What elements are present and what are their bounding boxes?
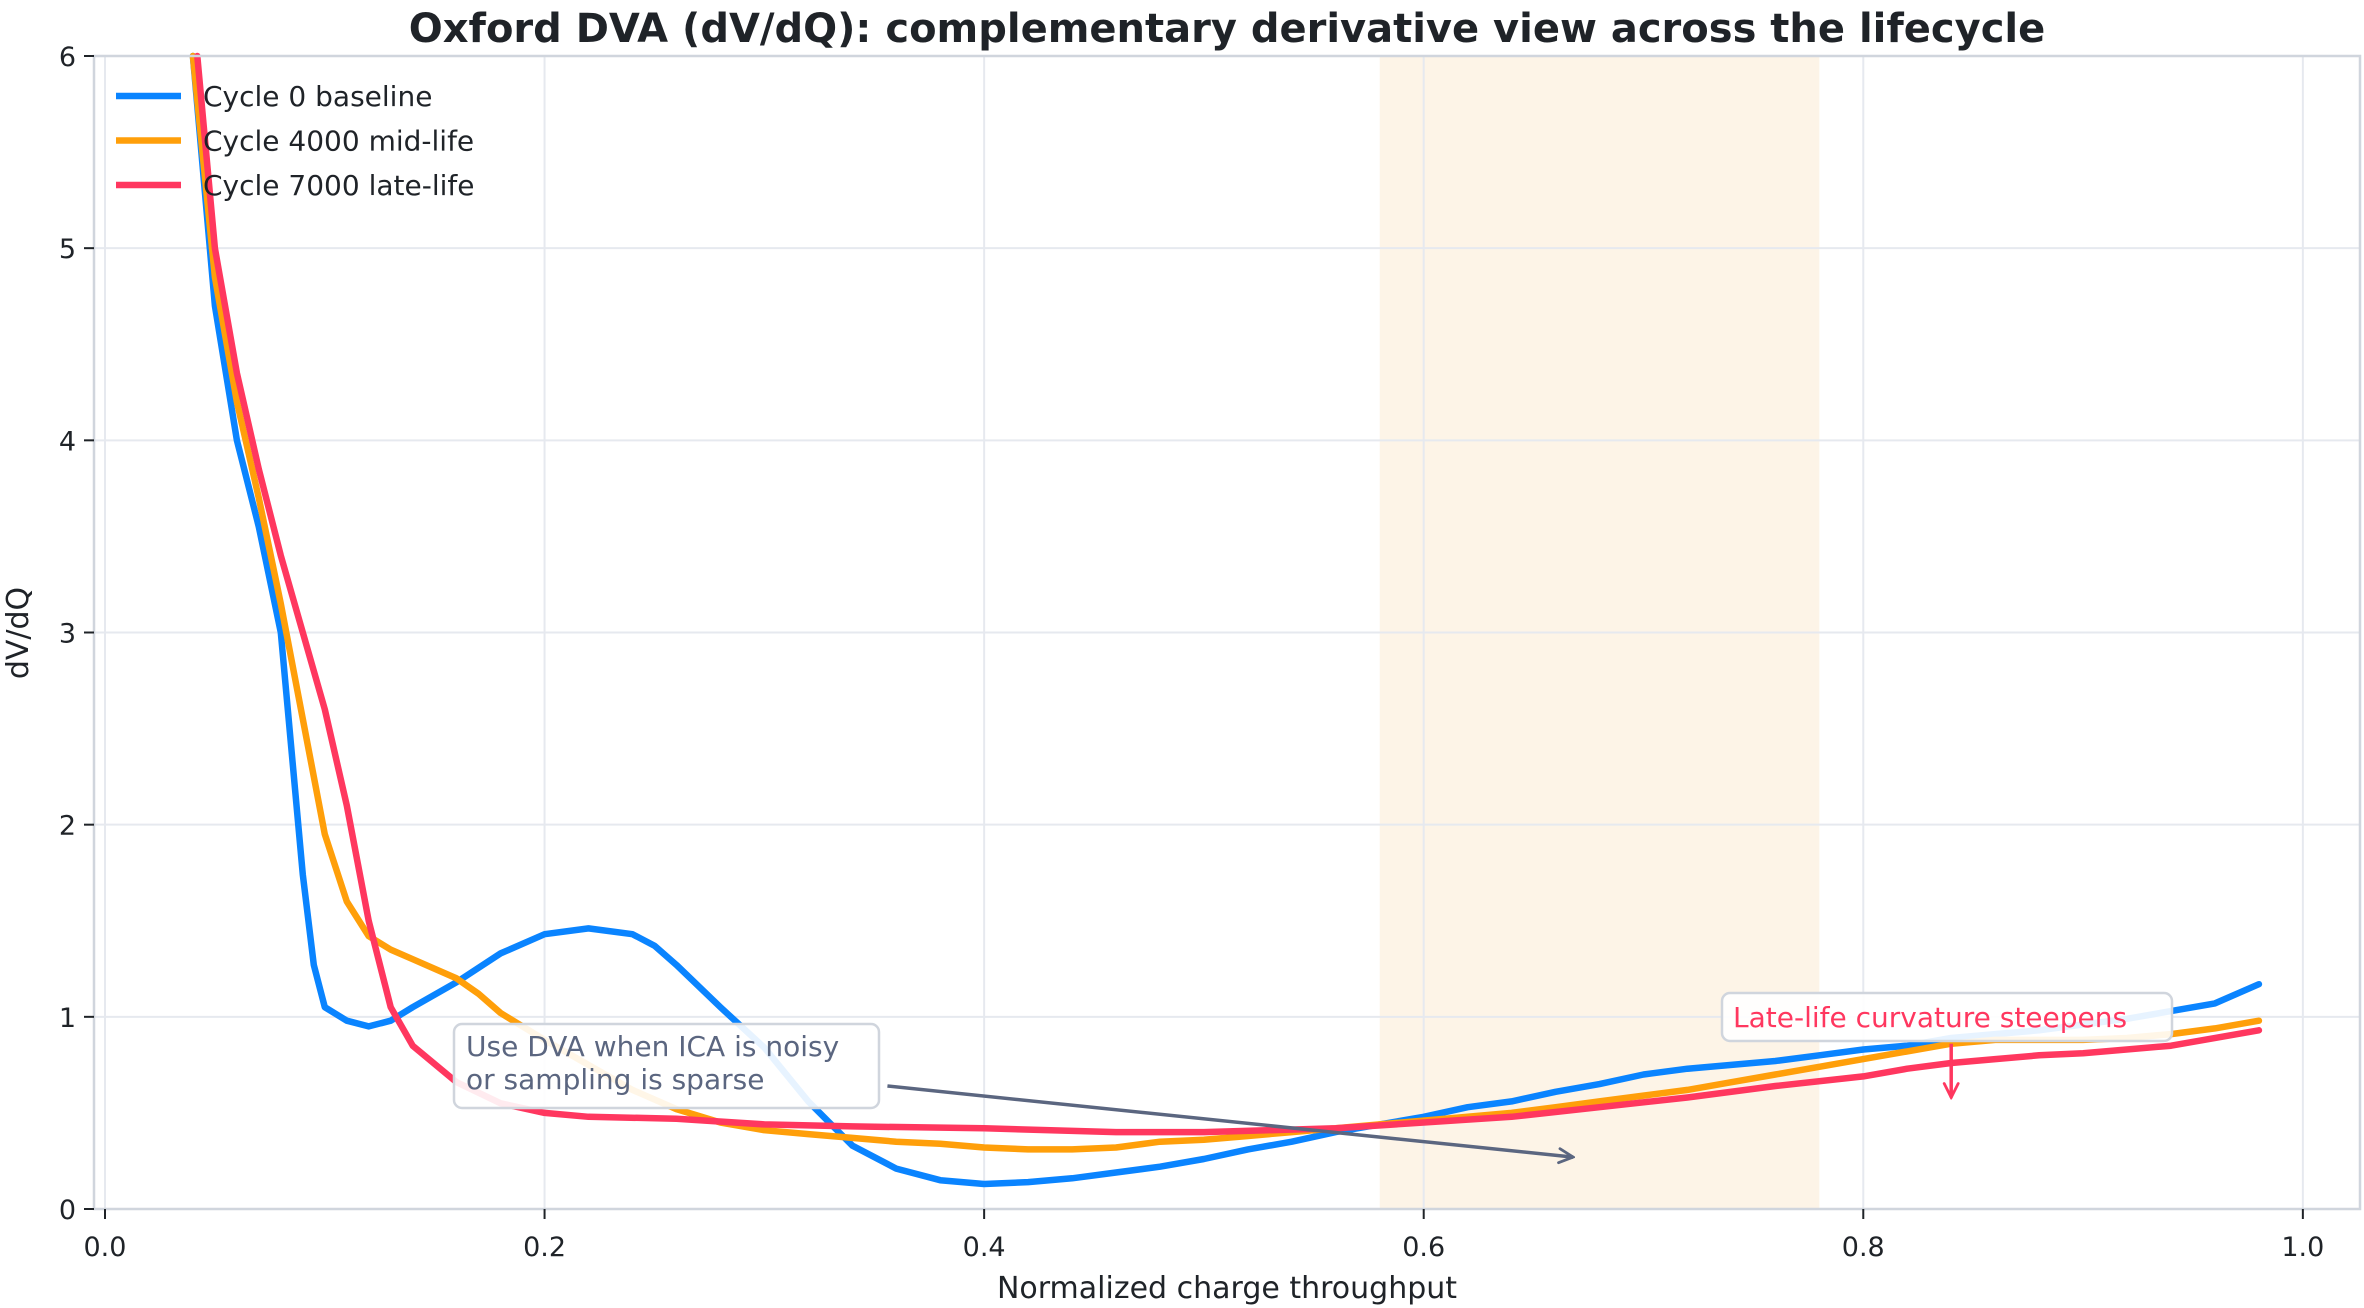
chart-title: Oxford DVA (dV/dQ): complementary deriva…: [409, 6, 2046, 52]
x-tick-label: 0.6: [1402, 1232, 1445, 1263]
y-tick-label: 0: [59, 1195, 76, 1226]
x-tick-label: 1.0: [2281, 1232, 2324, 1263]
y-tick-label: 6: [59, 42, 76, 73]
y-axis-label: dV/dQ: [1, 587, 36, 679]
y-tick-label: 4: [59, 426, 76, 457]
series-line-2: [194, 52, 2263, 1136]
series-lines: [189, 52, 2263, 1188]
x-tick-label: 0.8: [1842, 1232, 1885, 1263]
legend-label-2: Cycle 7000 late-life: [203, 169, 474, 202]
annotation-text-0: or sampling is sparse: [466, 1063, 764, 1096]
y-tick-label: 3: [59, 619, 76, 650]
y-tick-label: 5: [59, 234, 76, 265]
annotation-box-0: [452, 1022, 881, 1110]
legend: Cycle 0 baseline Cycle 4000 mid-life Cycle…: [116, 80, 474, 202]
x-tick-label: 0.2: [523, 1232, 566, 1263]
y-tick-label: 1: [59, 1003, 76, 1034]
legend-label-1: Cycle 4000 mid-life: [203, 125, 474, 158]
x-tick-label: 0.4: [963, 1232, 1006, 1263]
x-axis-label: Normalized charge throughput: [997, 1271, 1457, 1306]
series-line-1: [189, 52, 2263, 1153]
x-tick-label: 0.0: [84, 1232, 127, 1263]
ticks: 0.0 0.2 0.4 0.6 0.8 1.0 0 1 2 3 4 5 6: [59, 42, 2325, 1263]
annotation-box-1: [1720, 991, 2174, 1043]
series-line-0: [189, 52, 2263, 1188]
annotation-text-0: Use DVA when ICA is noisy: [466, 1030, 839, 1063]
legend-label-0: Cycle 0 baseline: [203, 80, 432, 113]
annotation-text-1: Late-life curvature steepens: [1733, 1001, 2127, 1034]
annotation-arrow-0: [887, 1084, 1573, 1157]
y-tick-label: 2: [59, 811, 76, 842]
